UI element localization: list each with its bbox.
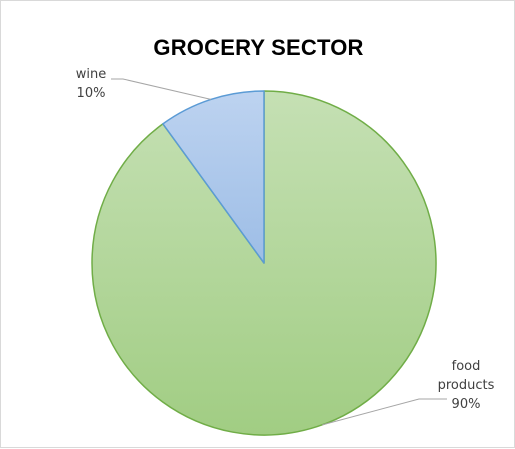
leader-line-food-products: [322, 398, 447, 426]
chart-title: GROCERY SECTOR: [153, 35, 364, 60]
data-label-wine: wine 10%: [61, 65, 121, 103]
data-label-food-name-line-2: products: [437, 378, 495, 393]
pie-slice-food-products: [91, 90, 437, 436]
data-label-wine-name: wine: [75, 67, 107, 82]
data-label-food-products: food products 90%: [431, 357, 501, 414]
leader-line-wine: [111, 78, 211, 100]
data-label-food-name-line-1: food: [451, 359, 481, 374]
pie-slice-wine: [162, 90, 265, 264]
data-label-wine-pct: 10%: [76, 86, 106, 101]
data-label-food-pct: 90%: [451, 397, 481, 412]
